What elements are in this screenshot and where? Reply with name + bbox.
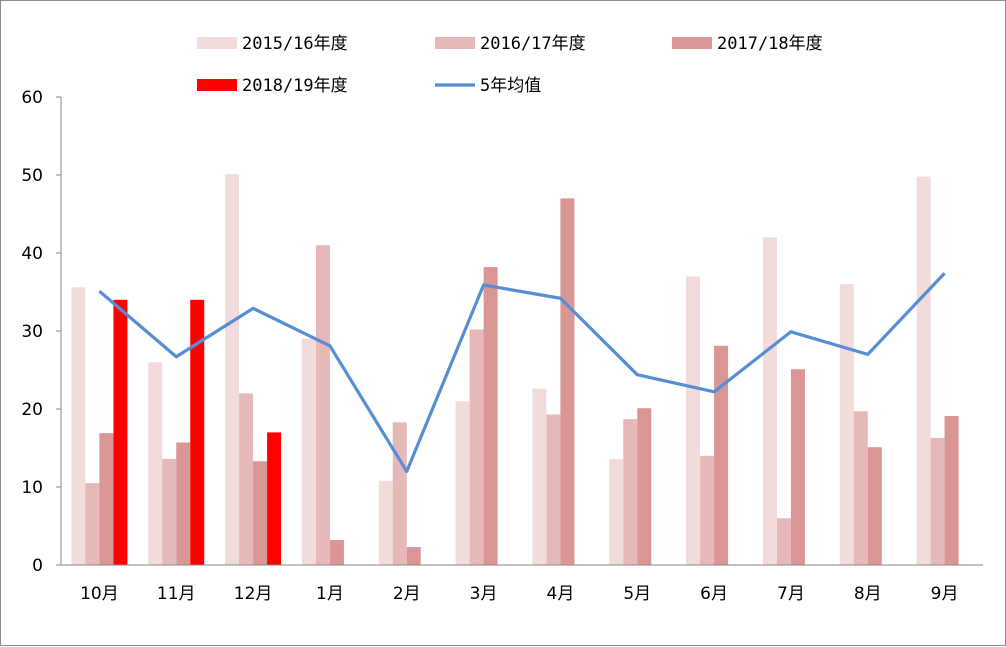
x-tick-label: 7月 xyxy=(777,584,805,604)
bar xyxy=(239,393,253,565)
bar xyxy=(99,433,113,565)
bar xyxy=(714,346,728,565)
bar xyxy=(532,389,546,565)
x-tick-label: 8月 xyxy=(854,584,882,604)
x-tick-label: 5月 xyxy=(623,584,651,604)
bar xyxy=(330,540,344,565)
y-tick-label: 30 xyxy=(21,322,43,342)
bars xyxy=(71,174,958,565)
bar xyxy=(379,481,393,565)
legend-swatch xyxy=(672,37,712,49)
bar xyxy=(917,177,931,565)
bar xyxy=(763,237,777,565)
bar xyxy=(148,362,162,565)
y-tick-label: 50 xyxy=(21,166,43,186)
legend-item: 5年均值 xyxy=(435,76,541,96)
y-tick-label: 60 xyxy=(21,88,43,108)
legend-item: 2018/19年度 xyxy=(197,76,348,96)
x-tick-label: 1月 xyxy=(316,584,344,604)
legend-swatch xyxy=(197,37,237,49)
legend-label: 2017/18年度 xyxy=(717,34,823,54)
bar xyxy=(623,419,637,565)
bar xyxy=(777,518,791,565)
legend-label: 2018/19年度 xyxy=(242,76,348,96)
bar xyxy=(637,408,651,565)
bar xyxy=(546,414,560,565)
bar xyxy=(686,276,700,565)
x-axis: 10月 11月 12月 1月 2月 3月 4月 5月 6月 7月 8月 9月 xyxy=(61,565,983,604)
legend-label: 5年均值 xyxy=(480,76,541,96)
x-tick-label: 3月 xyxy=(470,584,498,604)
legend-swatch xyxy=(435,37,475,49)
legend-swatch xyxy=(197,79,237,91)
bar xyxy=(945,416,959,565)
x-tick-label: 10月 xyxy=(80,584,119,604)
legend-item: 2015/16年度 xyxy=(197,34,348,54)
y-tick-label: 0 xyxy=(32,556,43,576)
x-tick-label: 4月 xyxy=(547,584,575,604)
legend-item: 2017/18年度 xyxy=(672,34,823,54)
bar xyxy=(393,422,407,565)
bar xyxy=(113,300,127,565)
bar xyxy=(85,483,99,565)
legend: 2015/16年度 2016/17年度 2017/18年度 2018/19年度 5年均值 xyxy=(197,34,823,96)
bar xyxy=(868,447,882,565)
y-axis: 0 10 20 30 40 50 60 xyxy=(21,88,61,576)
bar xyxy=(225,174,239,565)
bar xyxy=(71,287,85,565)
y-tick-label: 10 xyxy=(21,478,43,498)
bar xyxy=(560,198,574,565)
x-tick-label: 9月 xyxy=(931,584,959,604)
bar xyxy=(700,456,714,565)
bar xyxy=(316,245,330,565)
bar xyxy=(484,267,498,565)
y-tick-label: 40 xyxy=(21,244,43,264)
bar xyxy=(456,401,470,565)
bar xyxy=(302,339,316,565)
bar xyxy=(407,547,421,565)
legend-label: 2016/17年度 xyxy=(480,34,586,54)
bar xyxy=(162,459,176,565)
bar xyxy=(253,461,267,565)
x-tick-label: 6月 xyxy=(700,584,728,604)
bar xyxy=(267,432,281,565)
bar xyxy=(609,459,623,565)
bar xyxy=(854,411,868,565)
x-tick-label: 2月 xyxy=(393,584,421,604)
legend-item: 2016/17年度 xyxy=(435,34,586,54)
bar xyxy=(840,284,854,565)
x-tick-label: 12月 xyxy=(234,584,273,604)
x-tick-label: 11月 xyxy=(157,584,196,604)
y-tick-label: 20 xyxy=(21,400,43,420)
bar xyxy=(931,438,945,565)
bar xyxy=(470,329,484,565)
bar xyxy=(176,443,190,565)
legend-label: 2015/16年度 xyxy=(242,34,348,54)
bar xyxy=(791,369,805,565)
